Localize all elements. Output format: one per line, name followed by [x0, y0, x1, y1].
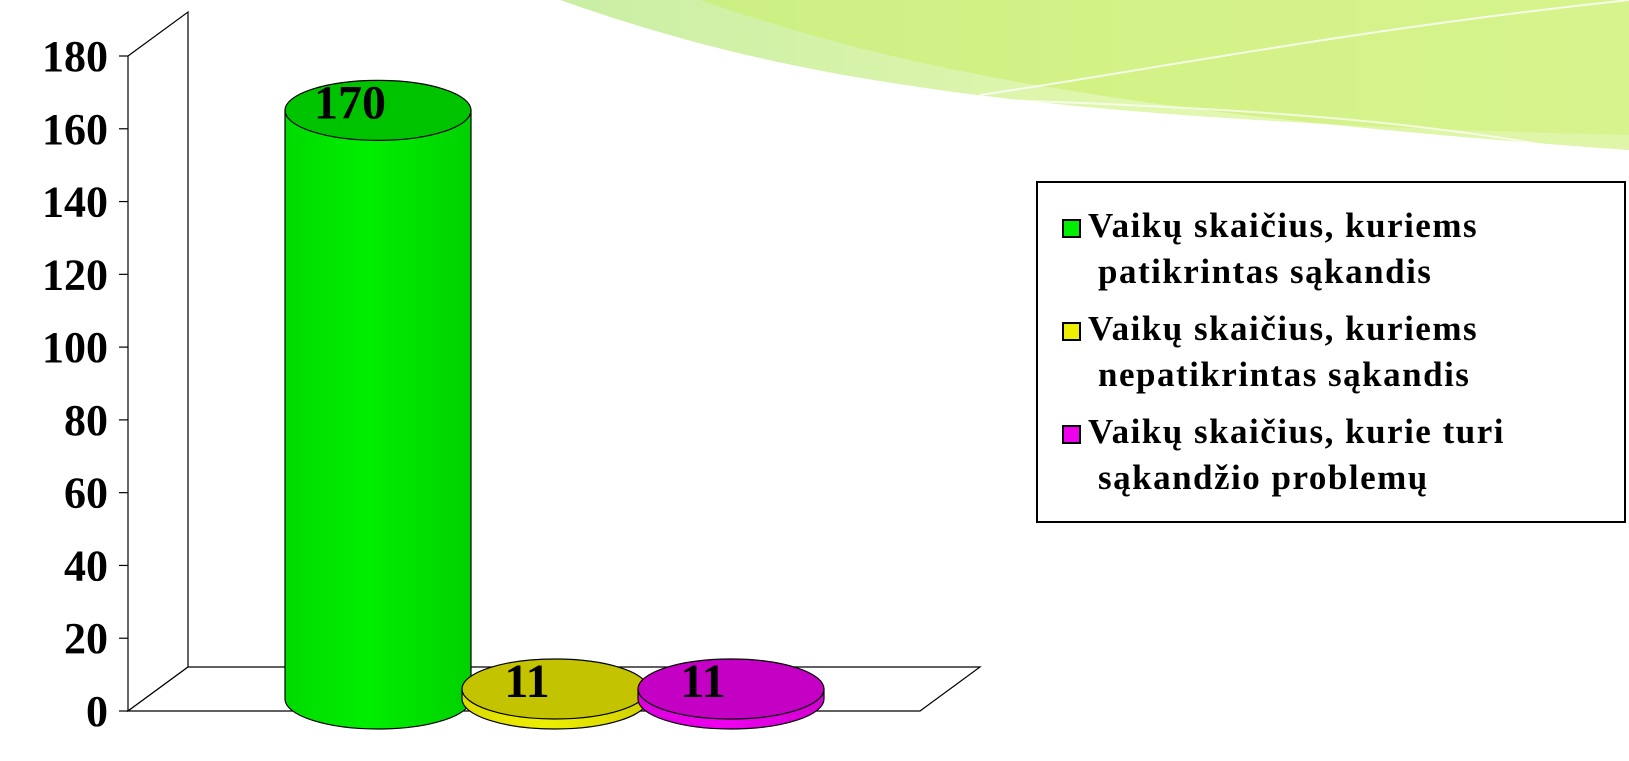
data-label: 11 [504, 655, 549, 708]
side-wall [127, 10, 189, 713]
legend-swatch-green [1062, 219, 1081, 238]
bar-cylinder [461, 658, 649, 730]
y-tick-label: 160 [42, 105, 108, 154]
bar-top [284, 79, 472, 141]
y-tick-label: 140 [42, 178, 108, 227]
decorative-swoosh [560, 0, 1629, 161]
bar-top [461, 658, 649, 720]
y-tick-label: 100 [42, 323, 108, 372]
y-tick-label: 60 [64, 469, 108, 518]
legend-label: Vaikų skaičius, kuriems patikrintas sąka… [1088, 206, 1479, 291]
bar-series: 170 11 11 [284, 76, 825, 730]
y-tick-label: 40 [64, 541, 108, 590]
bar-top [637, 658, 825, 720]
y-tick-label: 0 [86, 687, 108, 736]
legend-label: Vaikų skaičius, kurie turi sąkandžio pro… [1088, 412, 1505, 497]
data-label: 170 [314, 76, 386, 129]
bar-cylinder [284, 79, 472, 730]
bar-body [284, 109, 472, 730]
legend-swatch-yellow [1062, 322, 1081, 341]
bar-cylinder [637, 658, 825, 730]
legend-item: Vaikų skaičius, kurie turi sąkandžio pro… [1062, 409, 1624, 501]
y-tick-label: 180 [42, 32, 108, 81]
y-axis-ticks: 0 20 40 60 80 100 120 140 160 180 [42, 32, 128, 736]
y-tick-label: 20 [64, 614, 108, 663]
legend-label: Vaikų skaičius, kuriems nepatikrintas są… [1088, 309, 1479, 394]
chart-axes [126, 10, 982, 713]
legend-item: Vaikų skaičius, kuriems patikrintas sąka… [1062, 203, 1624, 295]
legend-item: Vaikų skaičius, kuriems nepatikrintas są… [1062, 306, 1624, 398]
y-tick-label: 120 [42, 250, 108, 299]
data-label: 11 [680, 655, 725, 708]
legend-swatch-magenta [1062, 425, 1081, 444]
legend: Vaikų skaičius, kuriems patikrintas sąka… [1036, 181, 1626, 523]
y-tick-label: 80 [64, 396, 108, 445]
